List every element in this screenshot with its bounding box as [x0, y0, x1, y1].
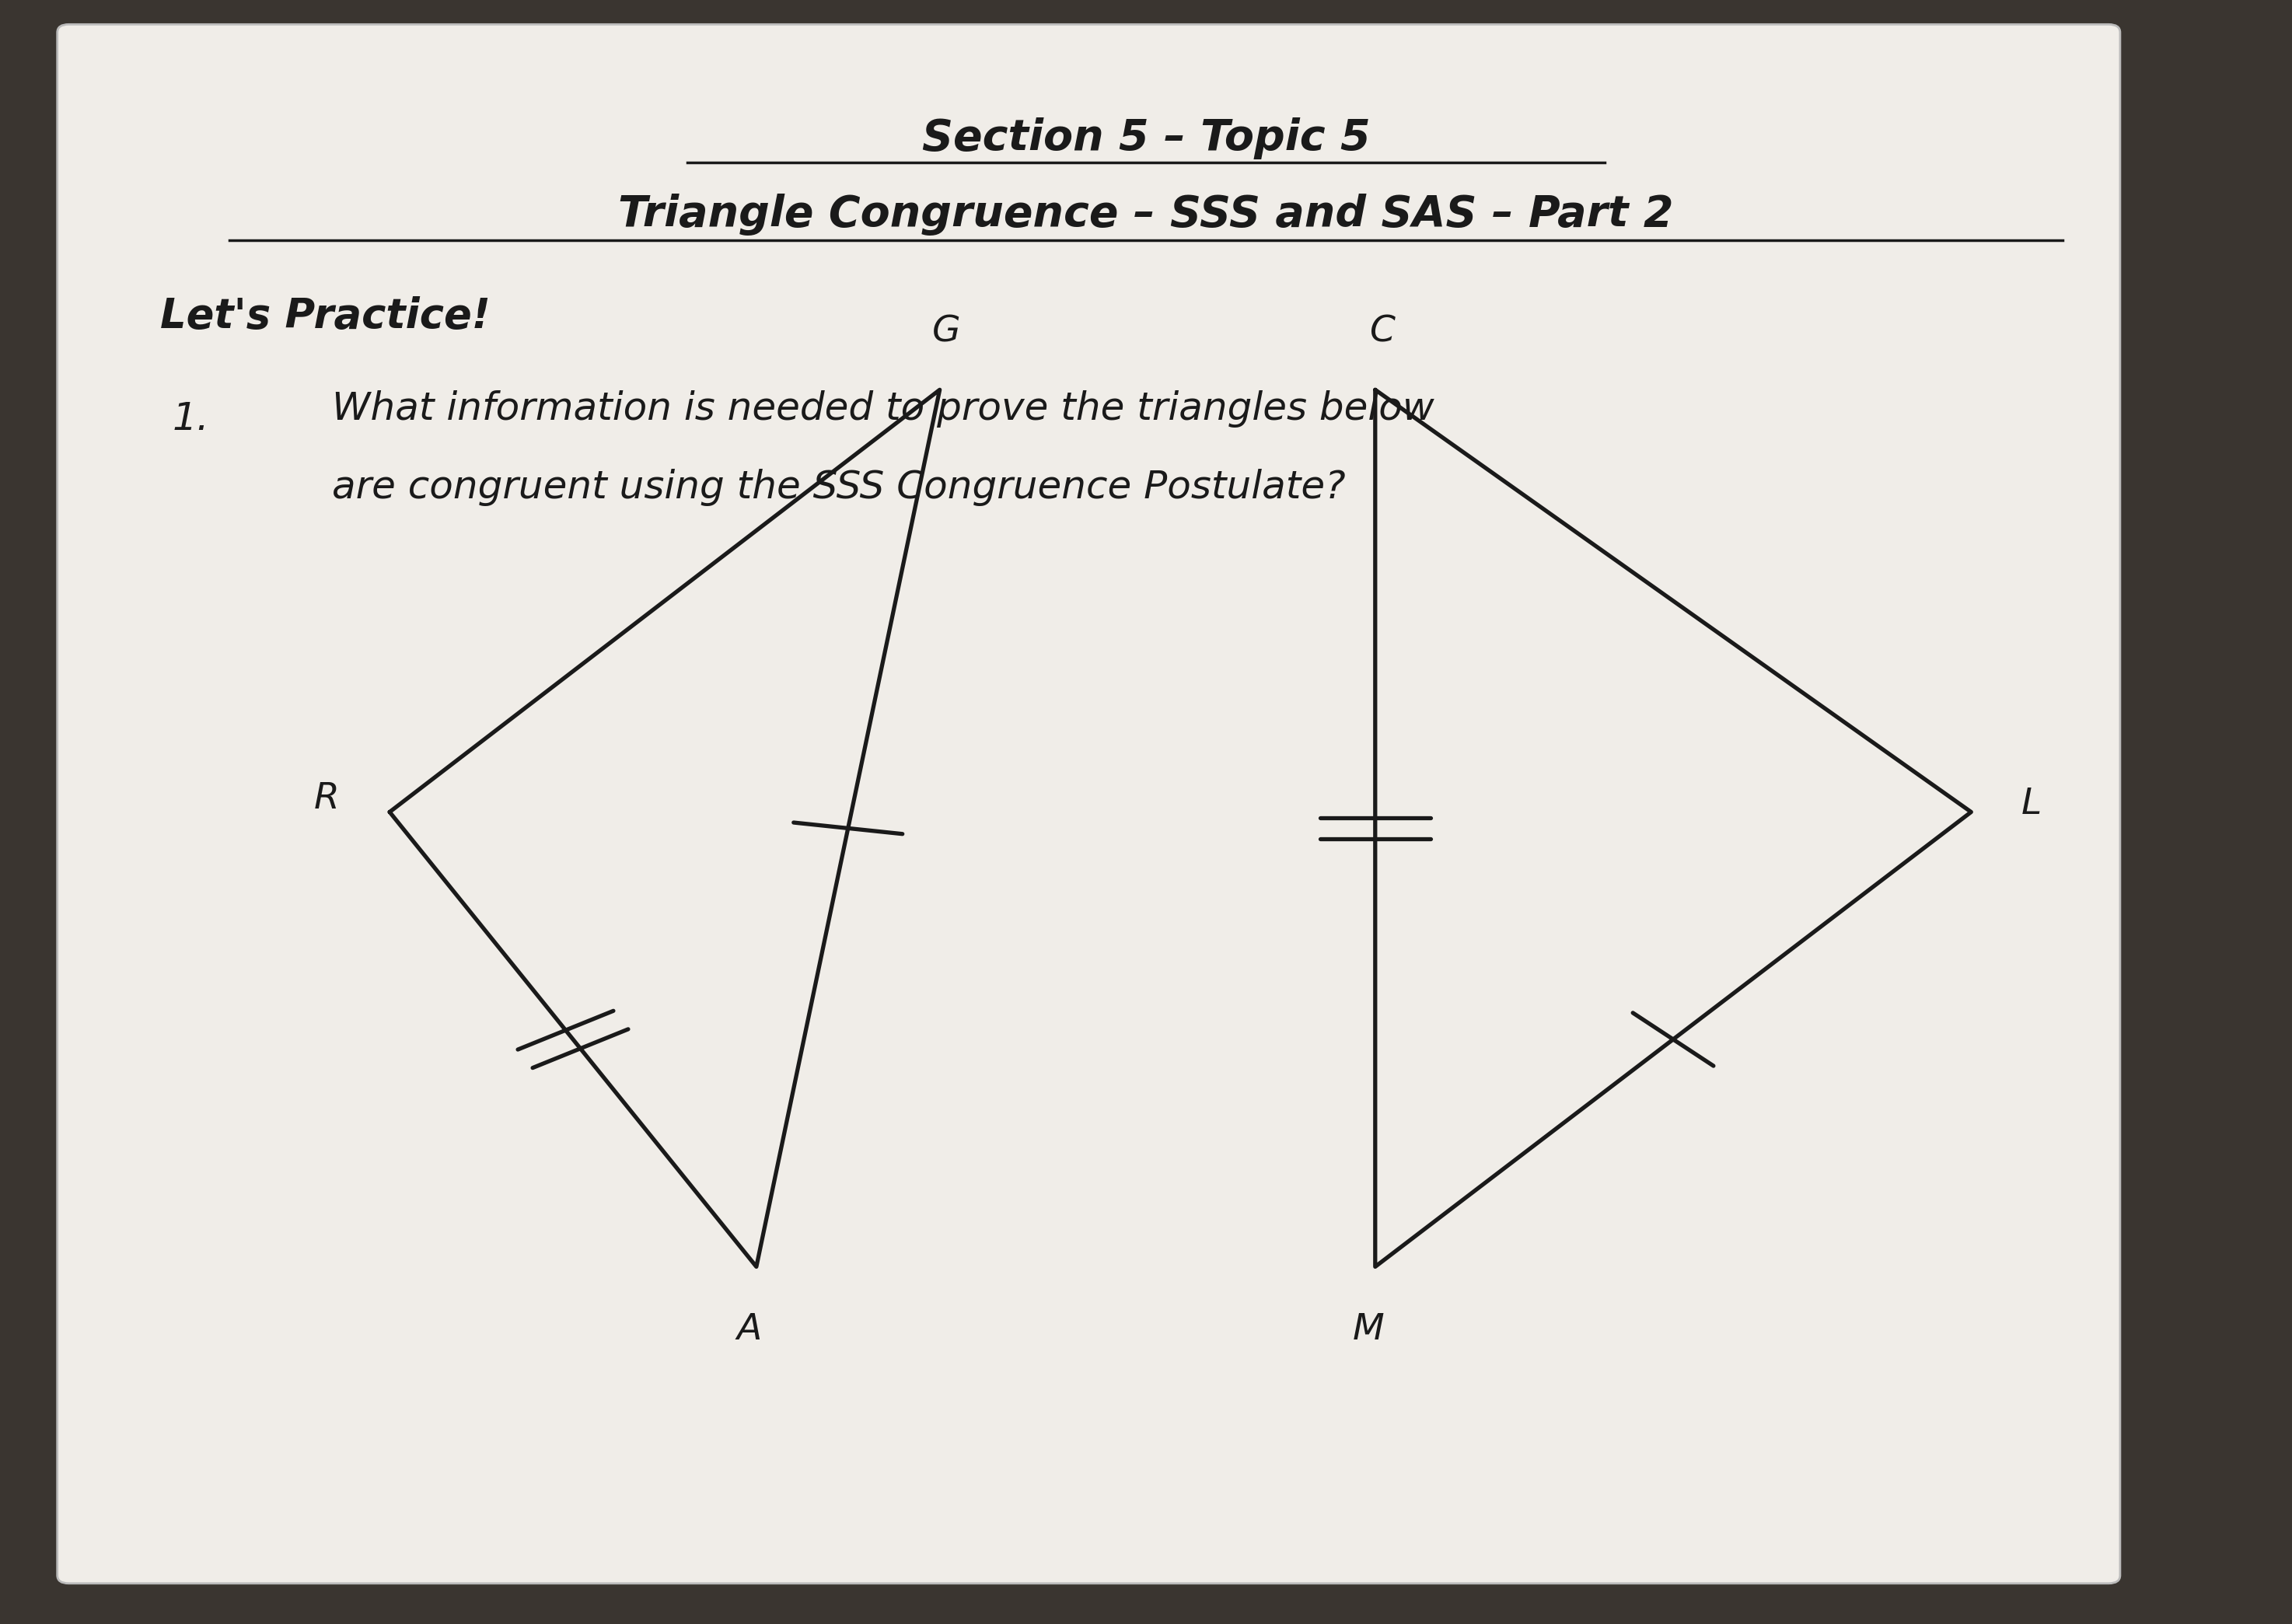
Text: A: A — [738, 1312, 761, 1348]
Text: R: R — [314, 781, 339, 817]
Text: What information is needed to prove the triangles below: What information is needed to prove the … — [332, 391, 1435, 427]
Text: 1.: 1. — [172, 401, 209, 437]
Text: are congruent using the SSS Congruence Postulate?: are congruent using the SSS Congruence P… — [332, 469, 1345, 505]
Text: L: L — [2022, 786, 2042, 822]
Text: Section 5 – Topic 5: Section 5 – Topic 5 — [921, 117, 1371, 159]
FancyBboxPatch shape — [57, 24, 2120, 1583]
Text: M: M — [1352, 1312, 1384, 1348]
Text: C: C — [1368, 313, 1396, 349]
Text: G: G — [933, 313, 960, 349]
Text: Let's Practice!: Let's Practice! — [160, 297, 490, 336]
Text: Triangle Congruence – SSS and SAS – Part 2: Triangle Congruence – SSS and SAS – Part… — [619, 193, 1673, 235]
